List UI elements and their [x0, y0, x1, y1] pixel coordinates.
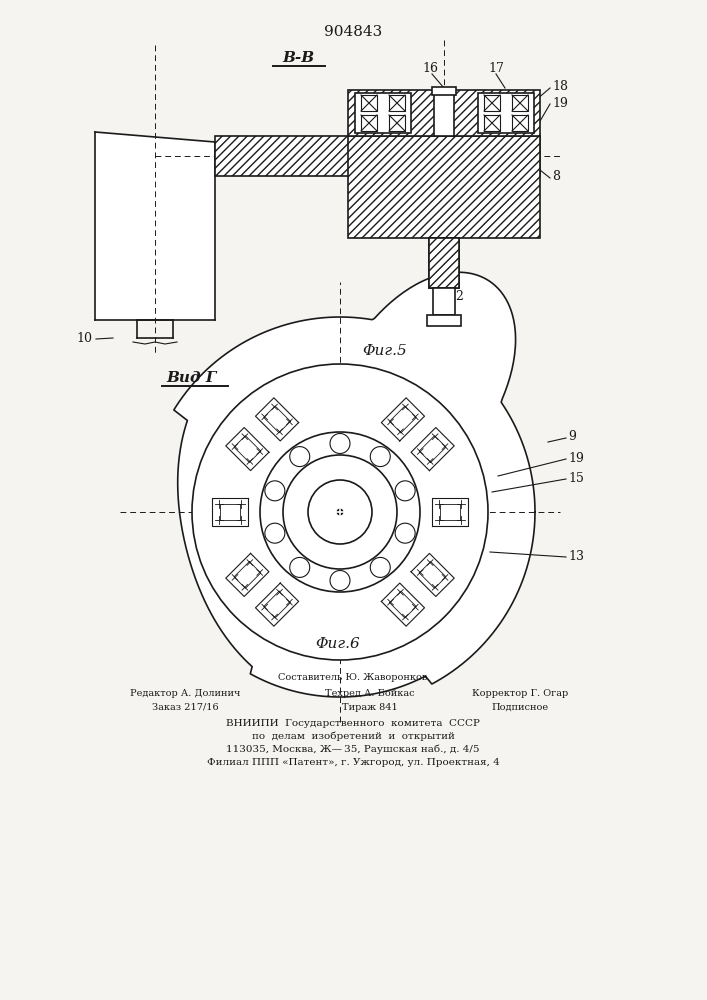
Bar — [427, 315, 461, 326]
Polygon shape — [95, 132, 215, 320]
Text: Составитель Ю. Жаворонков: Составитель Ю. Жаворонков — [279, 673, 428, 682]
Text: Редактор А. Долинич: Редактор А. Долинич — [130, 689, 240, 698]
Bar — [429, 238, 459, 288]
Text: по  делам  изобретений  и  открытий: по делам изобретений и открытий — [252, 732, 455, 741]
Text: В-В: В-В — [282, 51, 314, 65]
Polygon shape — [432, 498, 468, 526]
Text: 15: 15 — [568, 472, 584, 485]
Text: 16: 16 — [422, 62, 438, 75]
Bar — [434, 90, 454, 136]
Polygon shape — [411, 553, 454, 596]
Polygon shape — [255, 398, 298, 441]
Bar — [512, 115, 528, 131]
Bar — [355, 93, 411, 133]
Polygon shape — [255, 583, 298, 626]
Bar — [389, 115, 405, 131]
Text: 19: 19 — [568, 452, 584, 465]
Bar — [429, 238, 459, 288]
Bar — [361, 115, 377, 131]
Text: Техред А. Бойкас: Техред А. Бойкас — [325, 689, 415, 698]
Bar — [484, 95, 500, 111]
Text: Подписное: Подписное — [491, 703, 549, 712]
Text: 9: 9 — [568, 430, 576, 443]
Text: 13: 13 — [568, 550, 584, 563]
Bar — [215, 136, 540, 176]
Text: Φиг.5: Φиг.5 — [362, 344, 407, 358]
Polygon shape — [381, 398, 424, 441]
Circle shape — [337, 508, 344, 516]
Bar — [348, 90, 540, 136]
Polygon shape — [226, 428, 269, 471]
Text: 8: 8 — [552, 170, 560, 183]
Text: ВНИИПИ  Государственного  комитета  СССР: ВНИИПИ Государственного комитета СССР — [226, 719, 480, 728]
Text: Корректор Г. Огар: Корректор Г. Огар — [472, 689, 568, 698]
Bar — [348, 136, 540, 238]
Circle shape — [192, 364, 488, 660]
Polygon shape — [381, 583, 424, 626]
Text: 10: 10 — [76, 332, 92, 345]
Text: Вид Г: Вид Г — [167, 371, 217, 385]
Bar — [429, 238, 459, 288]
Bar — [361, 95, 377, 111]
Text: Заказ 217/16: Заказ 217/16 — [152, 703, 218, 712]
Bar — [512, 95, 528, 111]
Text: Тираж 841: Тираж 841 — [342, 703, 398, 712]
Text: 17: 17 — [488, 62, 504, 75]
Bar — [348, 90, 540, 136]
Polygon shape — [411, 428, 454, 471]
Text: 12: 12 — [448, 290, 464, 303]
Circle shape — [308, 480, 372, 544]
Bar — [348, 136, 540, 238]
Text: 113035, Москва, Ж— 35, Раушская наб., д. 4/5: 113035, Москва, Ж— 35, Раушская наб., д.… — [226, 744, 480, 754]
Text: Φиг.6: Φиг.6 — [315, 637, 360, 651]
Polygon shape — [174, 272, 535, 697]
Bar — [433, 288, 455, 315]
Text: 18: 18 — [552, 80, 568, 93]
Text: 904843: 904843 — [324, 25, 382, 39]
Bar — [478, 93, 534, 133]
Text: 19: 19 — [552, 97, 568, 110]
Bar — [432, 87, 456, 95]
Bar — [484, 115, 500, 131]
Polygon shape — [226, 553, 269, 596]
Bar — [215, 136, 540, 176]
Text: Филиал ППП «Патент», г. Ужгород, ул. Проектная, 4: Филиал ППП «Патент», г. Ужгород, ул. Про… — [206, 758, 499, 767]
Bar — [389, 95, 405, 111]
Polygon shape — [212, 498, 248, 526]
